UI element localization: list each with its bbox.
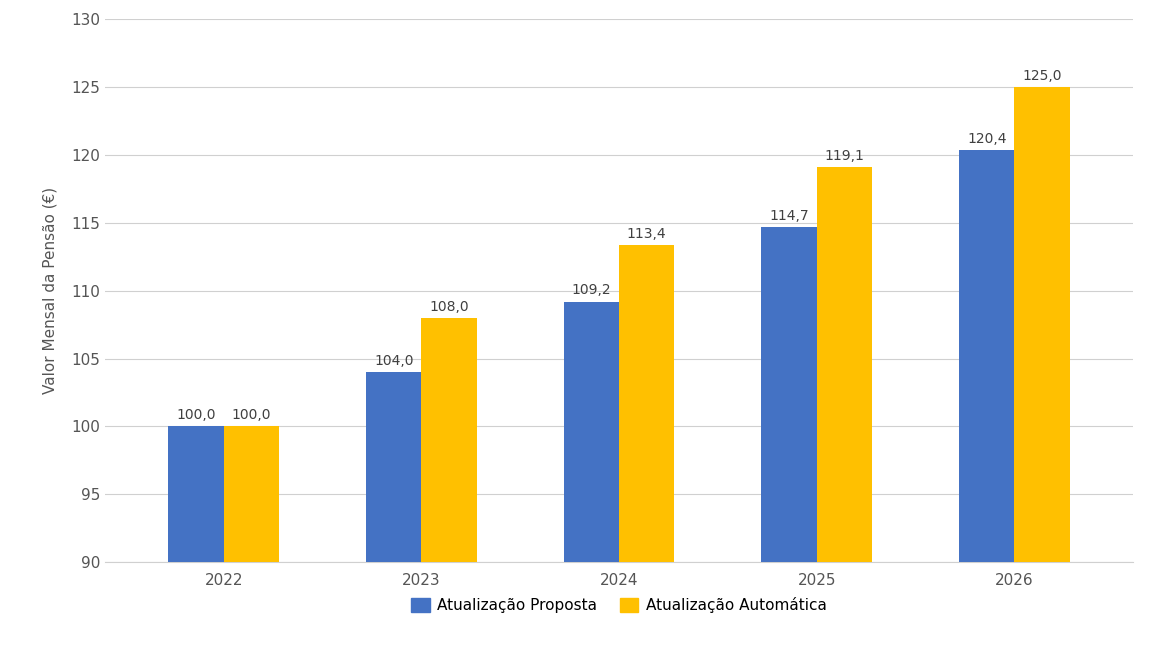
Bar [816,167,872,562]
Legend: Atualização Proposta, Atualização Automática: Atualização Proposta, Atualização Automá… [405,591,833,620]
Text: 104,0: 104,0 [374,354,413,368]
Text: 108,0: 108,0 [429,300,468,314]
Text: 114,7: 114,7 [770,209,809,223]
Bar [366,372,422,562]
Bar [762,227,816,562]
Text: 125,0: 125,0 [1022,69,1062,83]
Bar [959,150,1014,562]
Bar [422,318,477,562]
Text: 120,4: 120,4 [967,132,1007,145]
Text: 100,0: 100,0 [176,408,216,422]
Text: 119,1: 119,1 [825,149,864,163]
Text: 113,4: 113,4 [627,227,667,240]
Bar [564,302,619,562]
Bar [1014,87,1070,562]
Y-axis label: Valor Mensal da Pensão (€): Valor Mensal da Pensão (€) [42,187,57,394]
Bar [619,245,674,562]
Bar [224,426,279,562]
Text: 100,0: 100,0 [231,408,271,422]
Bar [168,426,224,562]
Text: 109,2: 109,2 [571,284,611,297]
